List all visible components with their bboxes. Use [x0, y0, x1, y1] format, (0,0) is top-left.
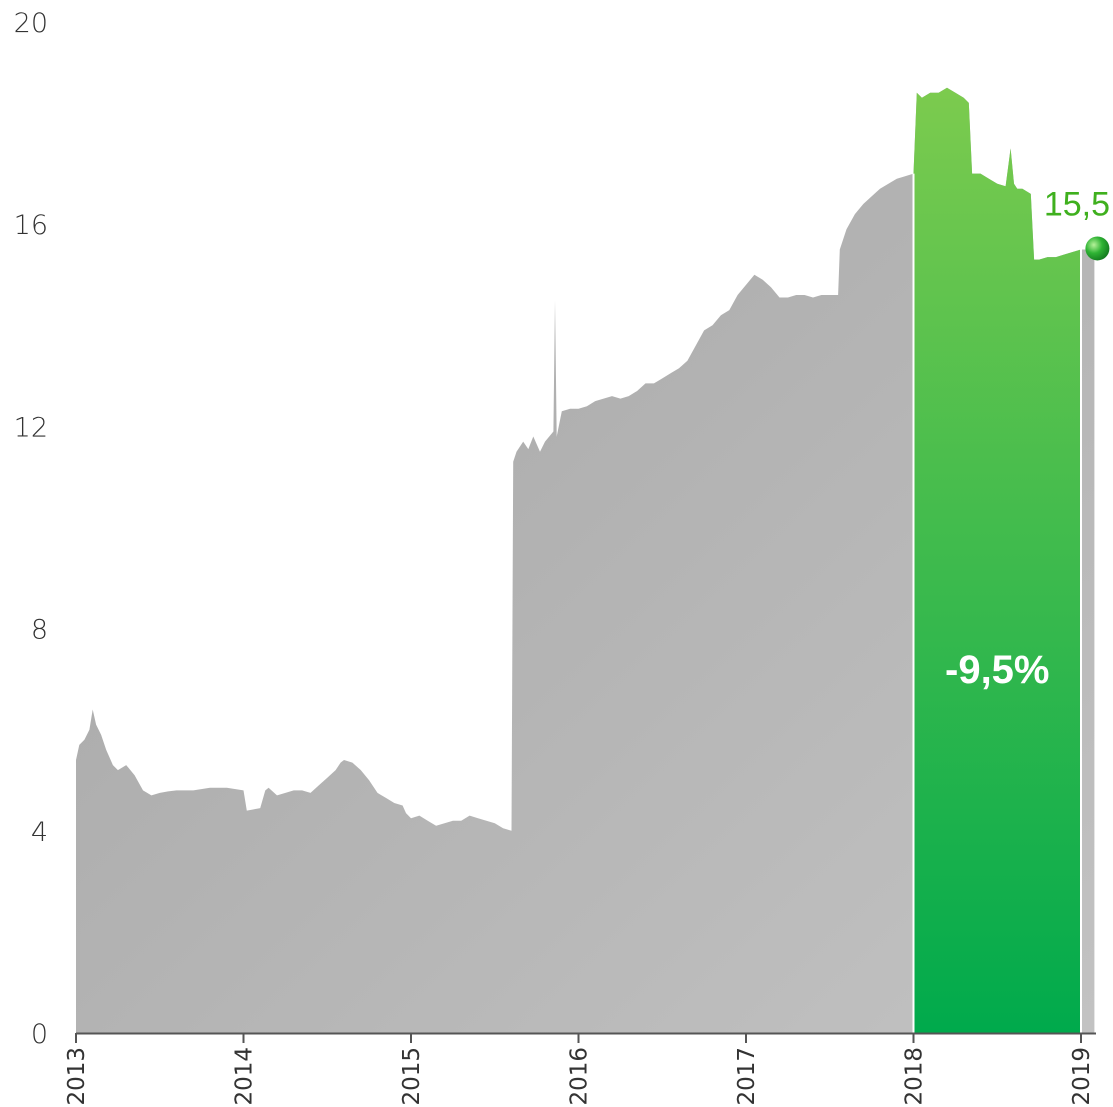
- x-tick-label: 2019: [1069, 1047, 1095, 1106]
- x-tick-label: 2013: [64, 1047, 90, 1106]
- last-value-label: 15,5: [1044, 185, 1110, 223]
- highlight-area: [913, 87, 1081, 1033]
- x-tick-label: 2016: [567, 1047, 593, 1106]
- change-percent-label: -9,5%: [945, 648, 1050, 692]
- y-tick-label: 16: [14, 210, 48, 241]
- last-value-marker: [1085, 236, 1110, 261]
- annotation-layer: 15,5 -9,5%: [945, 185, 1110, 692]
- y-tick-label: 0: [31, 1019, 48, 1050]
- y-tick-label: 12: [14, 412, 48, 443]
- y-tick-label: 20: [14, 8, 48, 39]
- x-tick-label: 2018: [902, 1047, 928, 1106]
- y-tick-label: 4: [31, 817, 48, 848]
- x-tick-label: 2014: [232, 1047, 258, 1106]
- y-tick-label: 8: [31, 615, 48, 646]
- area-layer: [76, 87, 1095, 1033]
- price-area: [76, 87, 1095, 1033]
- x-tick-label: 2017: [734, 1047, 760, 1106]
- x-axis: 2013 2014 2015 2016 2017 2018 2019: [64, 1032, 1096, 1106]
- x-tick-label: 2015: [399, 1047, 425, 1106]
- y-axis: 0 4 8 12 16 20: [14, 8, 48, 1050]
